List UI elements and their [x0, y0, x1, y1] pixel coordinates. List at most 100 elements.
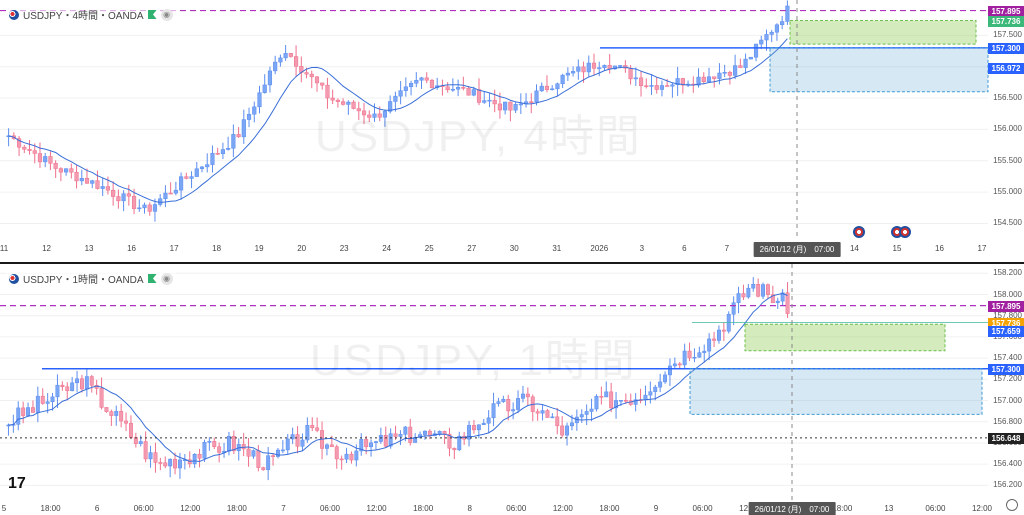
candle-body: [246, 113, 252, 120]
price-axis-4h[interactable]: 157.500157.000156.500156.000155.500155.0…: [986, 0, 1024, 240]
candle-body: [236, 134, 241, 138]
candle-body: [540, 410, 545, 414]
candle-body: [589, 408, 594, 412]
candle-body: [100, 186, 105, 189]
candle-body: [84, 178, 90, 184]
candle-body: [251, 450, 256, 457]
candle-body: [354, 450, 359, 461]
candle-body: [555, 416, 560, 427]
time-tick-label: 12:00: [366, 504, 387, 513]
candle-body: [403, 426, 408, 435]
tradingview-logo[interactable]: 17: [8, 475, 26, 492]
candle-body: [785, 292, 790, 314]
tag-icon[interactable]: [147, 10, 157, 19]
candle-body: [252, 106, 257, 115]
tag-icon[interactable]: [147, 274, 157, 283]
candle-body: [295, 434, 300, 447]
candle-body: [147, 204, 152, 212]
candle-body: [482, 100, 487, 103]
price-label-box: 157.300: [988, 363, 1024, 375]
us-event-icon[interactable]: [899, 226, 911, 238]
time-tick-label: 3: [639, 244, 645, 253]
candle-body: [607, 65, 612, 70]
candle-body: [481, 422, 486, 426]
chart-canvas-4h[interactable]: [0, 0, 1024, 260]
candle-body: [79, 178, 84, 182]
candle-body: [189, 176, 194, 179]
candle-body: [273, 61, 278, 72]
price-tick-label: 156.000: [993, 124, 1022, 134]
candle-body: [330, 97, 335, 101]
candle-body: [680, 78, 685, 86]
candle-body: [675, 78, 680, 85]
candle-body: [403, 86, 408, 91]
candle-body: [769, 31, 774, 35]
candle-body: [687, 350, 692, 359]
candle-body: [659, 85, 665, 90]
candle-body: [367, 114, 372, 118]
time-tick-label: 14: [849, 244, 859, 253]
candle-body: [741, 293, 746, 298]
candle-body: [305, 425, 310, 441]
candle-body: [623, 400, 628, 402]
candle-body: [116, 196, 121, 202]
candle-body: [594, 396, 599, 410]
time-tick-label: 9: [653, 504, 659, 513]
candle-body: [544, 85, 550, 90]
candle-body: [121, 193, 126, 202]
candle-body: [142, 204, 147, 209]
time-tick-label: 24: [382, 244, 392, 253]
candle-body: [43, 156, 48, 163]
candle-body: [369, 442, 374, 448]
time-tick-label: 18:00: [832, 504, 853, 513]
candle-body: [429, 79, 435, 88]
candle-body: [48, 156, 53, 164]
candle-body: [27, 149, 32, 151]
candle-body: [701, 76, 706, 82]
candle-body: [215, 153, 220, 155]
candle-body: [764, 34, 769, 41]
price-label-box: 157.736: [988, 317, 1024, 329]
time-tick-label: 7: [724, 244, 730, 253]
candle-body: [654, 85, 659, 90]
candle-body: [414, 79, 419, 84]
candle-body: [334, 446, 339, 460]
time-tick-label: 20: [297, 244, 307, 253]
candle-body: [738, 65, 743, 68]
eye-icon[interactable]: ◉: [160, 272, 173, 285]
chart-pane-1h[interactable]: USDJPY, 1時間 USDJPY・1時間・OANDA ◉ 158.200 15…: [0, 262, 1024, 515]
candle-body: [104, 407, 109, 412]
candle-body: [658, 381, 663, 388]
candle-body: [335, 99, 340, 102]
candle-body: [774, 24, 780, 33]
zone-blue: [689, 368, 983, 415]
chart-pane-4h[interactable]: USDJPY, 4時間 USDJPY・4時間・OANDA ◉ 157.500 15…: [0, 0, 1024, 260]
candle-body: [604, 391, 609, 398]
candle-body: [184, 176, 189, 179]
us-event-icon[interactable]: [853, 226, 865, 238]
time-tick-label: 5: [1, 504, 7, 513]
time-tick-label: 16: [127, 244, 137, 253]
candle-body: [177, 459, 182, 469]
symbol-header-1h[interactable]: USDJPY・1時間・OANDA ◉: [6, 270, 176, 287]
time-tick-label: 06:00: [319, 504, 341, 513]
candle-body: [633, 77, 638, 80]
candle-body: [716, 329, 721, 341]
candle-body: [571, 71, 576, 74]
candle-body: [579, 414, 584, 418]
candle-body: [648, 391, 653, 396]
candle-body: [26, 407, 31, 416]
candle-body: [290, 434, 295, 440]
candle-body: [16, 138, 22, 148]
symbol-header-4h[interactable]: USDJPY・4時間・OANDA ◉: [6, 6, 176, 23]
candle-body: [466, 87, 471, 96]
candle-body: [555, 83, 560, 90]
chart-canvas-1h[interactable]: [0, 264, 1024, 515]
price-axis-1h[interactable]: 158.200158.000157.800157.600157.400157.2…: [986, 264, 1024, 500]
eye-icon[interactable]: ◉: [160, 8, 173, 21]
time-tick-label: 8: [467, 504, 472, 513]
candle-body: [513, 104, 518, 111]
settings-icon[interactable]: [1006, 499, 1018, 511]
moving-average-line: [8, 292, 788, 462]
price-tick-label: 154.500: [993, 218, 1022, 228]
